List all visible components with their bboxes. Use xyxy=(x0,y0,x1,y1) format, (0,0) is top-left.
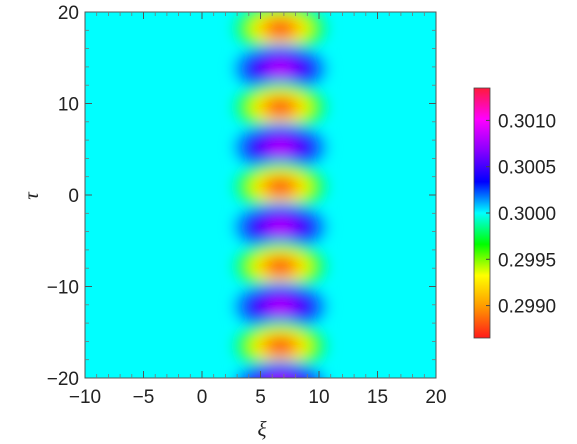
peak-mark xyxy=(233,82,328,132)
peak-mark xyxy=(233,43,328,94)
peak-ring xyxy=(270,299,291,314)
peak-mark xyxy=(233,241,328,292)
y-axis: −20 −10 0 10 20 xyxy=(47,3,436,390)
y-tick-label: −10 xyxy=(47,278,79,299)
y-tick-label: −20 xyxy=(47,369,79,390)
peak-ring xyxy=(265,373,296,378)
colorbar-tick-label: 0.3010 xyxy=(498,111,556,132)
y-tick-label: 20 xyxy=(58,3,79,24)
colorbar: 0.2990 0.2995 0.3000 0.3005 0.3010 xyxy=(473,87,556,339)
peak-ring xyxy=(270,61,291,76)
peak-mark xyxy=(233,161,328,212)
peak-ring xyxy=(270,259,291,274)
peak-ring xyxy=(271,376,290,378)
peak-mark xyxy=(233,281,328,332)
peak-ring xyxy=(270,100,291,115)
colorbar-tick-label: 0.3005 xyxy=(498,158,556,179)
peak-ring xyxy=(270,378,290,392)
x-tick-label: 15 xyxy=(367,387,388,408)
x-axis: −10 −5 0 5 10 15 20 xyxy=(69,12,447,408)
x-tick-label: −5 xyxy=(133,387,155,408)
x-tick-label: 10 xyxy=(308,387,329,408)
peak-mark xyxy=(233,321,328,371)
peak-ring xyxy=(270,140,291,155)
colorbar-ticks: 0.2990 0.2995 0.3000 0.3005 0.3010 xyxy=(486,111,556,318)
colorbar-tick-label: 0.2995 xyxy=(498,250,556,271)
x-tick-label: −10 xyxy=(69,387,101,408)
peak-ring xyxy=(270,21,291,36)
x-axis-label: ξ xyxy=(258,417,267,441)
y-axis-label: τ xyxy=(19,191,43,200)
peak-ring xyxy=(270,179,291,194)
y-tick-label: 10 xyxy=(58,95,79,116)
colorbar-tick-label: 0.2990 xyxy=(498,297,556,318)
x-tick-label: 0 xyxy=(197,387,208,408)
peak-mark xyxy=(233,12,328,54)
peak-ring xyxy=(270,220,291,235)
x-tick-label: 5 xyxy=(255,387,266,408)
peak-ring xyxy=(270,338,291,353)
peak-mark xyxy=(233,202,328,252)
peak-mark xyxy=(233,122,328,173)
plot-area xyxy=(84,11,437,392)
peaks-layer xyxy=(233,12,328,392)
y-tick-label: 0 xyxy=(68,186,79,207)
colorbar-tick-label: 0.3000 xyxy=(498,204,556,225)
x-tick-label: 20 xyxy=(425,387,446,408)
